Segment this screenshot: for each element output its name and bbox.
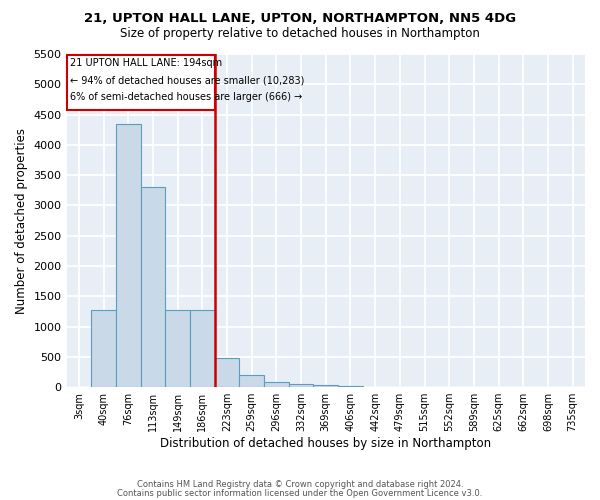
Bar	[190, 310, 215, 387]
Bar	[140, 187, 165, 387]
Bar	[313, 386, 338, 387]
Bar	[165, 310, 190, 387]
Text: Size of property relative to detached houses in Northampton: Size of property relative to detached ho…	[120, 28, 480, 40]
Y-axis label: Number of detached properties: Number of detached properties	[15, 128, 28, 314]
Text: 21 UPTON HALL LANE: 194sqm: 21 UPTON HALL LANE: 194sqm	[70, 58, 221, 68]
Bar	[338, 386, 363, 387]
Bar	[239, 375, 264, 387]
X-axis label: Distribution of detached houses by size in Northampton: Distribution of detached houses by size …	[160, 437, 491, 450]
FancyBboxPatch shape	[67, 55, 215, 110]
Bar	[289, 384, 313, 387]
Bar	[215, 358, 239, 387]
Text: ← 94% of detached houses are smaller (10,283): ← 94% of detached houses are smaller (10…	[70, 75, 304, 85]
Bar	[91, 310, 116, 387]
Text: 21, UPTON HALL LANE, UPTON, NORTHAMPTON, NN5 4DG: 21, UPTON HALL LANE, UPTON, NORTHAMPTON,…	[84, 12, 516, 26]
Bar	[116, 124, 140, 387]
Text: Contains HM Land Registry data © Crown copyright and database right 2024.: Contains HM Land Registry data © Crown c…	[137, 480, 463, 489]
Text: Contains public sector information licensed under the Open Government Licence v3: Contains public sector information licen…	[118, 488, 482, 498]
Bar	[264, 382, 289, 387]
Text: 6% of semi-detached houses are larger (666) →: 6% of semi-detached houses are larger (6…	[70, 92, 302, 102]
